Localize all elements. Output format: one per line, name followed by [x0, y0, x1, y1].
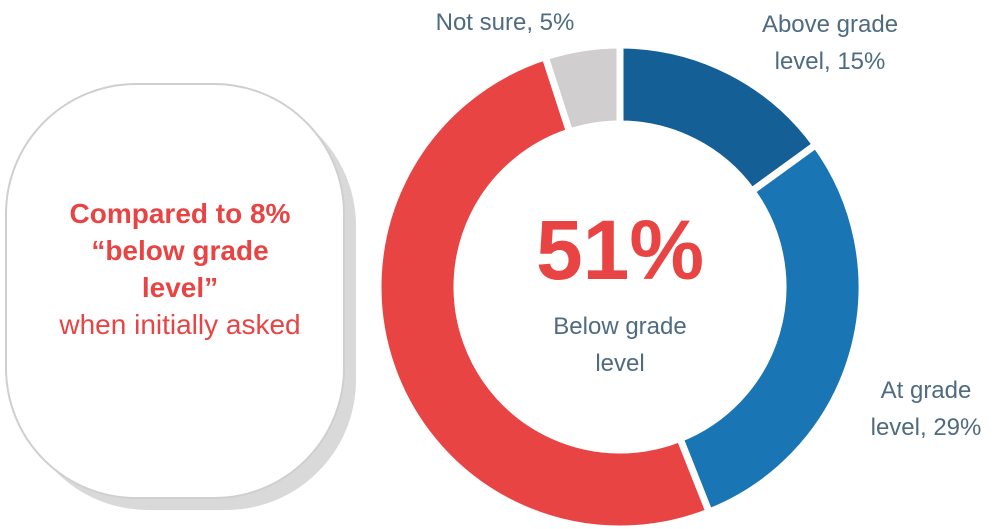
slice-label: Not sure, 5%	[435, 9, 575, 36]
donut-slice: At grade level	[675, 139, 866, 517]
center-label: Below grade level	[553, 313, 687, 377]
callout-emphasis: Compared to 8% “below grade level”	[69, 198, 291, 303]
callout-text: when initially asked	[59, 309, 301, 340]
donut-slice: Below grade level	[374, 52, 714, 529]
slice-label: At grade level, 29%	[870, 377, 982, 441]
donut: Above grade levelAt grade levelBelow gra…	[374, 41, 866, 529]
donut-slice: Not sure	[540, 41, 624, 137]
callout-box	[5, 83, 345, 499]
center-value: 51%	[535, 203, 705, 297]
slice-label: Above grade level, 15%	[761, 11, 899, 75]
callout: Compared to 8% “below grade level” when i…	[55, 195, 305, 343]
